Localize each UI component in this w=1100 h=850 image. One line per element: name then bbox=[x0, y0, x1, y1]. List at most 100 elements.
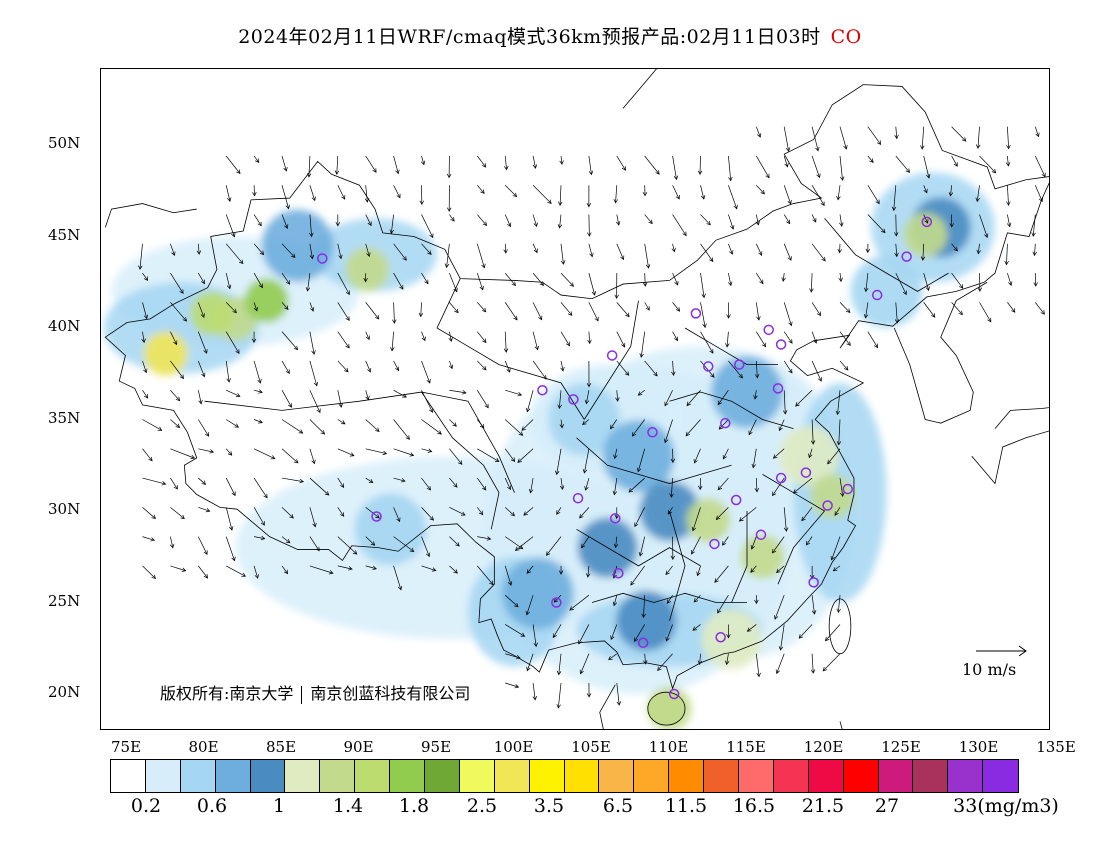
wind-arrowhead bbox=[682, 231, 687, 237]
conc-region bbox=[711, 356, 783, 429]
wind-arrowhead bbox=[589, 252, 594, 258]
wind-vector bbox=[811, 214, 817, 223]
wind-vector bbox=[588, 243, 593, 257]
lat-label: 45N bbox=[48, 225, 81, 244]
wind-vector bbox=[449, 302, 459, 313]
wind-vector bbox=[281, 507, 294, 519]
wind-vector bbox=[776, 653, 785, 674]
wind-arrowhead bbox=[226, 284, 232, 290]
wind-arrowhead bbox=[615, 221, 621, 226]
wind-vector bbox=[281, 448, 299, 464]
city-marker bbox=[371, 511, 382, 522]
wind-arrowhead bbox=[257, 221, 262, 227]
conc-region bbox=[143, 331, 188, 376]
conc-region bbox=[602, 420, 675, 493]
wind-vector bbox=[665, 565, 673, 575]
wind-vector bbox=[309, 360, 318, 386]
wind-key-label: 10 m/s bbox=[962, 660, 1017, 679]
wind-vector bbox=[672, 331, 678, 341]
map-frame[interactable] bbox=[100, 68, 1050, 730]
wind-vector bbox=[616, 214, 620, 226]
wind-arrowhead bbox=[924, 219, 929, 224]
wind-arrowhead bbox=[726, 314, 731, 319]
wind-vector bbox=[728, 360, 743, 379]
wind-arrowhead bbox=[754, 599, 759, 605]
colorbar-swatch bbox=[634, 760, 670, 792]
city-marker bbox=[800, 467, 812, 478]
wind-arrowhead bbox=[961, 137, 967, 142]
wind-arrowhead bbox=[143, 276, 149, 281]
wind-vector bbox=[505, 389, 522, 396]
wind-arrowhead bbox=[691, 549, 695, 555]
wind-vector bbox=[747, 624, 757, 632]
wind-arrowhead bbox=[532, 695, 538, 701]
wind-arrowhead bbox=[270, 455, 276, 460]
wind-arrowhead bbox=[639, 353, 644, 358]
wind-arrowhead bbox=[402, 393, 407, 398]
wind-arrowhead bbox=[482, 338, 487, 344]
wind-vector bbox=[365, 477, 374, 483]
colorbar-swatch bbox=[111, 760, 146, 792]
wind-vector bbox=[337, 390, 342, 408]
wind-vector bbox=[811, 243, 826, 262]
wind-arrowhead bbox=[382, 450, 388, 456]
wind-arrowhead bbox=[402, 256, 407, 261]
wind-arrowhead bbox=[205, 508, 211, 513]
wind-vector bbox=[170, 477, 178, 490]
conc-region bbox=[701, 609, 762, 670]
city-marker bbox=[537, 384, 548, 396]
wind-vector bbox=[839, 331, 851, 346]
colorbar-swatch bbox=[355, 760, 391, 792]
wind-arrowhead bbox=[783, 527, 789, 532]
wind-vector bbox=[309, 331, 315, 355]
colorbar-swatch bbox=[285, 760, 321, 792]
wind-arrowhead bbox=[510, 511, 515, 517]
wind-arrowhead bbox=[810, 440, 816, 445]
map-canvas[interactable] bbox=[101, 69, 1050, 730]
wind-arrowhead bbox=[545, 551, 551, 556]
wind-vector bbox=[365, 302, 380, 320]
wind-vector bbox=[923, 214, 929, 224]
wind-vector bbox=[895, 302, 898, 323]
wind-arrowhead bbox=[845, 308, 851, 313]
lon-label: 85E bbox=[265, 738, 297, 756]
wind-arrowhead bbox=[510, 457, 516, 463]
wind-vector bbox=[532, 360, 547, 380]
wind-vector bbox=[393, 302, 395, 324]
wind-arrowhead bbox=[424, 279, 429, 285]
wind-arrowhead bbox=[341, 195, 346, 200]
wind-vector bbox=[225, 331, 240, 354]
city-marker bbox=[901, 251, 912, 262]
wind-vector bbox=[808, 448, 813, 458]
wind-vector bbox=[714, 565, 729, 583]
wind-vector bbox=[951, 272, 964, 289]
wind-arrowhead bbox=[419, 200, 425, 206]
wind-vector bbox=[756, 185, 765, 195]
province-border bbox=[824, 217, 949, 292]
colorbar-swatch bbox=[390, 760, 426, 792]
wind-vector bbox=[142, 536, 155, 541]
wind-arrowhead bbox=[285, 204, 290, 210]
wind-vector bbox=[839, 478, 844, 497]
wind-arrowhead bbox=[364, 198, 370, 203]
japan-coast bbox=[971, 430, 1049, 485]
wind-vector bbox=[142, 360, 147, 373]
wind-arrowhead bbox=[722, 454, 727, 460]
wind-vector bbox=[782, 273, 785, 282]
wind-vector bbox=[281, 536, 291, 544]
wind-vector bbox=[801, 507, 813, 521]
wind-vector bbox=[865, 302, 869, 318]
wind-vector bbox=[477, 477, 487, 491]
wind-vector bbox=[752, 448, 757, 468]
wind-vector bbox=[309, 214, 312, 237]
wind-arrowhead bbox=[663, 438, 669, 444]
wind-vector bbox=[776, 565, 785, 573]
wind-arrowhead bbox=[664, 401, 669, 407]
wind-vector bbox=[895, 126, 898, 139]
wind-vector bbox=[504, 419, 523, 436]
wind-vector bbox=[693, 594, 701, 603]
wind-vector bbox=[639, 536, 646, 557]
wind-vector bbox=[365, 243, 370, 257]
wind-arrowhead bbox=[173, 485, 178, 490]
wind-arrowhead bbox=[426, 378, 431, 384]
